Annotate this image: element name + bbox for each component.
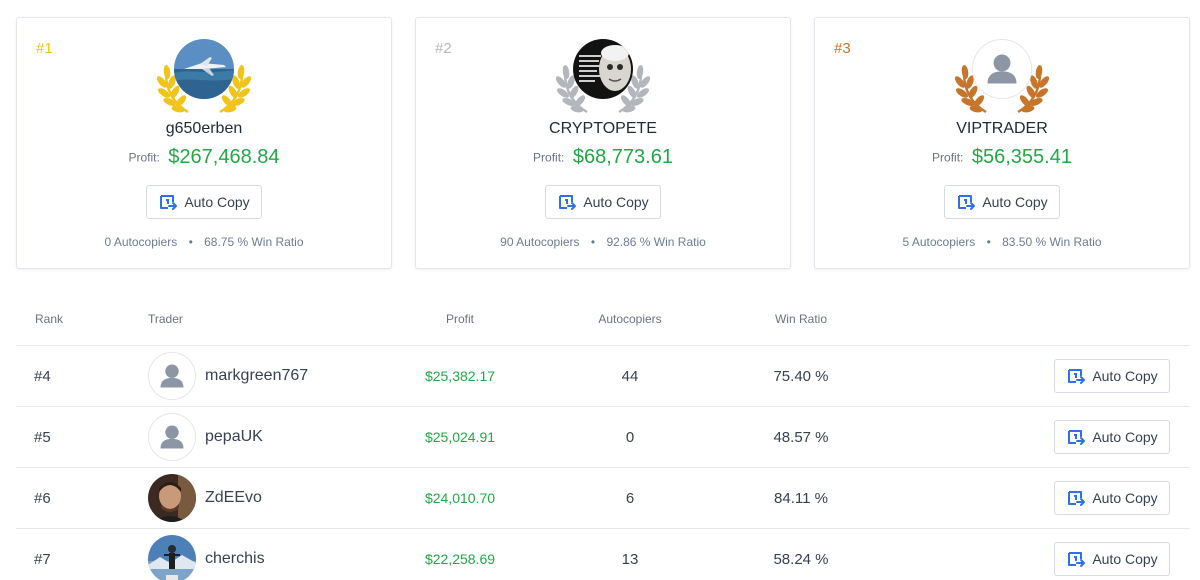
autocopiers-count: 0 Autocopiers — [104, 235, 178, 249]
auto-copy-icon — [1068, 552, 1086, 567]
auto-copy-icon — [559, 195, 577, 210]
auto-copy-icon — [160, 195, 178, 210]
trader-name[interactable]: g650erben — [165, 120, 243, 137]
row-autocopiers: 6 — [625, 489, 635, 507]
profit-value: $267,468.84 — [168, 146, 280, 168]
auto-copy-label: Auto Copy — [1092, 551, 1158, 567]
row-rank: #6 — [34, 489, 51, 507]
avatar[interactable] — [148, 535, 196, 580]
rank-badge: #2 — [435, 40, 452, 57]
row-rank: #4 — [34, 367, 51, 385]
avatar-cell — [148, 529, 196, 580]
profit-value: $68,773.61 — [572, 146, 673, 168]
trader-stats: 5 Autocopiers • 83.50 % Win Ratio — [815, 235, 1189, 249]
trader-name[interactable]: CRYPTOPETE — [549, 120, 657, 137]
podium-card-2: #2 CRYPTOPETE Profit: $68,773.61 Auto Co… — [415, 17, 791, 269]
auto-copy-button[interactable]: Auto Copy — [146, 185, 262, 219]
trader-name[interactable]: cherchis — [205, 550, 265, 567]
column-header-trader: Trader — [148, 312, 183, 326]
row-autocopiers: 13 — [621, 550, 639, 568]
row-win-ratio: 58.24 % — [773, 550, 829, 568]
avatar-cell — [148, 468, 196, 528]
auto-copy-icon — [1068, 430, 1086, 445]
separator-dot-icon: • — [590, 235, 596, 249]
trader-name[interactable]: ZdEEvo — [205, 489, 262, 506]
profit-line: Profit: $68,773.61 — [416, 146, 790, 169]
table-row: #6 ZdEEvo $24,010.70 6 84.11 % Auto Copy — [16, 467, 1190, 528]
default-user-icon — [149, 353, 195, 399]
column-header-profit: Profit — [445, 312, 474, 326]
trader-stats: 90 Autocopiers • 92.86 % Win Ratio — [416, 235, 790, 249]
profit-value: $56,355.41 — [971, 146, 1072, 168]
table-row: #7 cherchis $22,258.69 13 58.24 % Auto C… — [16, 528, 1190, 580]
profit-line: Profit: $56,355.41 — [815, 146, 1189, 169]
row-autocopiers: 44 — [621, 367, 639, 385]
profit-label: Profit: — [128, 150, 160, 165]
table-row: #4 markgreen767 $25,382.17 44 75.40 % Au… — [16, 345, 1190, 406]
avatar-cell — [148, 407, 196, 467]
auto-copy-button[interactable]: Auto Copy — [944, 185, 1060, 219]
column-header-win-ratio: Win Ratio — [774, 312, 827, 326]
win-ratio: 68.75 % Win Ratio — [204, 235, 304, 249]
win-ratio: 92.86 % Win Ratio — [606, 235, 706, 249]
row-profit: $22,258.69 — [424, 551, 496, 567]
auto-copy-button[interactable]: Auto Copy — [1054, 359, 1170, 393]
auto-copy-button[interactable]: Auto Copy — [1054, 542, 1170, 576]
separator-dot-icon: • — [986, 235, 991, 249]
auto-copy-icon — [1068, 491, 1086, 506]
trader-stats: 0 Autocopiers • 68.75 % Win Ratio — [17, 235, 391, 249]
avatar[interactable] — [972, 39, 1032, 99]
row-rank: #7 — [34, 550, 51, 568]
profit-label: Profit: — [932, 150, 964, 165]
profit-label: Profit: — [533, 150, 565, 165]
row-autocopiers: 0 — [625, 428, 635, 446]
row-profit: $25,382.17 — [424, 368, 496, 384]
auto-copy-label: Auto Copy — [1092, 368, 1158, 384]
rank-badge: #1 — [36, 40, 53, 57]
row-win-ratio: 84.11 % — [774, 489, 828, 507]
auto-copy-label: Auto Copy — [1092, 429, 1158, 445]
avatar[interactable] — [174, 39, 234, 99]
avatar[interactable] — [573, 39, 633, 99]
column-header-rank: Rank — [35, 312, 64, 326]
profit-line: Profit: $267,468.84 — [17, 146, 391, 169]
auto-copy-button[interactable]: Auto Copy — [1054, 420, 1170, 454]
separator-dot-icon: • — [188, 235, 193, 249]
avatar[interactable] — [148, 352, 196, 400]
autocopiers-count: 5 Autocopiers — [902, 235, 976, 249]
autocopiers-count: 90 Autocopiers — [500, 235, 580, 249]
avatar[interactable] — [148, 413, 196, 461]
trader-name[interactable]: markgreen767 — [205, 367, 309, 384]
auto-copy-label: Auto Copy — [1092, 490, 1158, 506]
column-header-autocopiers: Autocopiers — [598, 312, 662, 326]
row-profit: $25,024.91 — [424, 429, 496, 445]
trader-name[interactable]: pepaUK — [205, 428, 263, 445]
row-rank: #5 — [34, 428, 51, 446]
row-win-ratio: 75.40 % — [773, 367, 829, 385]
auto-copy-label: Auto Copy — [982, 194, 1048, 210]
auto-copy-label: Auto Copy — [184, 194, 250, 210]
auto-copy-icon — [1068, 369, 1086, 384]
rank-badge: #3 — [834, 40, 851, 57]
table-row: #5 pepaUK $25,024.91 0 48.57 % Auto Copy — [16, 406, 1190, 467]
auto-copy-label: Auto Copy — [583, 194, 649, 210]
avatar[interactable] — [148, 474, 196, 522]
auto-copy-icon — [958, 195, 976, 210]
trader-name[interactable]: VIPTRADER — [956, 120, 1048, 137]
win-ratio: 83.50 % Win Ratio — [1002, 235, 1102, 249]
default-user-icon — [149, 414, 195, 460]
row-win-ratio: 48.57 % — [773, 428, 829, 446]
default-user-icon — [973, 40, 1031, 98]
podium-card-3: #3 VIPTRADER Profit: $56,355.41 Auto Cop… — [814, 17, 1190, 269]
avatar-cell — [148, 346, 196, 406]
auto-copy-button[interactable]: Auto Copy — [1054, 481, 1170, 515]
row-profit: $24,010.70 — [424, 490, 496, 506]
auto-copy-button[interactable]: Auto Copy — [545, 185, 661, 219]
podium-card-1: #1 g650erben Profit: $267,468.84 Auto Co… — [16, 17, 392, 269]
